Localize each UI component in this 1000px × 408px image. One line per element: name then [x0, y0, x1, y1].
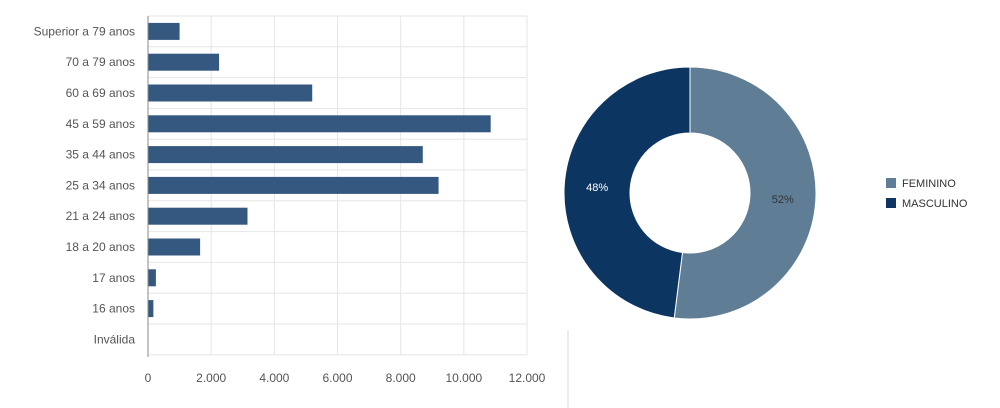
category-label: 21 a 24 anos: [66, 209, 135, 223]
bar: [148, 115, 491, 133]
donut-chart: [563, 66, 817, 320]
category-label: 18 a 20 anos: [66, 240, 135, 254]
x-tick-label: 8.000: [386, 371, 416, 385]
x-tick-label: 6.000: [322, 371, 352, 385]
legend-label: MASCULINO: [902, 198, 968, 210]
x-tick-label: 12.000: [509, 371, 546, 385]
category-label: 16 anos: [92, 302, 135, 316]
x-tick-label: 2.000: [196, 371, 226, 385]
donut-slice-label: 52%: [772, 194, 794, 206]
bar-chart-gridlines: [148, 15, 528, 356]
category-label: Inválida: [94, 332, 136, 346]
bar: [148, 207, 248, 225]
category-label: 35 a 44 anos: [66, 148, 135, 162]
category-label: 25 a 34 anos: [66, 178, 135, 192]
donut-slice: [563, 66, 691, 319]
x-tick-label: 4.000: [259, 371, 289, 385]
category-label: 45 a 59 anos: [66, 117, 135, 131]
bar-chart-category-labels: Superior a 79 anos 70 a 79 anos 60 a 69 an…: [34, 24, 136, 346]
donut-legend: FEMININO MASCULINO: [886, 178, 968, 210]
donut-slice: [673, 66, 817, 320]
donut-chart-labels: 52% 48%: [586, 182, 794, 206]
bar-chart-x-tick-labels: 0 2.000 4.000 6.000 8.000 10.000 12.000: [145, 371, 546, 385]
category-label: 60 a 69 anos: [66, 86, 135, 100]
bar-chart-bars: [148, 22, 491, 318]
bar: [148, 84, 313, 102]
category-label: Superior a 79 anos: [34, 24, 135, 38]
bar: [148, 146, 423, 164]
x-tick-label: 0: [145, 371, 152, 385]
category-label: 17 anos: [92, 271, 135, 285]
bar: [148, 300, 154, 318]
bar: [148, 176, 439, 194]
bar: [148, 238, 201, 256]
x-tick-label: 10.000: [445, 371, 482, 385]
legend-label: FEMININO: [902, 178, 956, 190]
legend-swatch: [886, 178, 896, 188]
bar: [148, 269, 156, 287]
legend-swatch: [886, 198, 896, 208]
donut-slice-label: 48%: [586, 182, 608, 194]
bar: [148, 53, 220, 71]
bar: [148, 22, 180, 40]
category-label: 70 a 79 anos: [66, 55, 135, 69]
